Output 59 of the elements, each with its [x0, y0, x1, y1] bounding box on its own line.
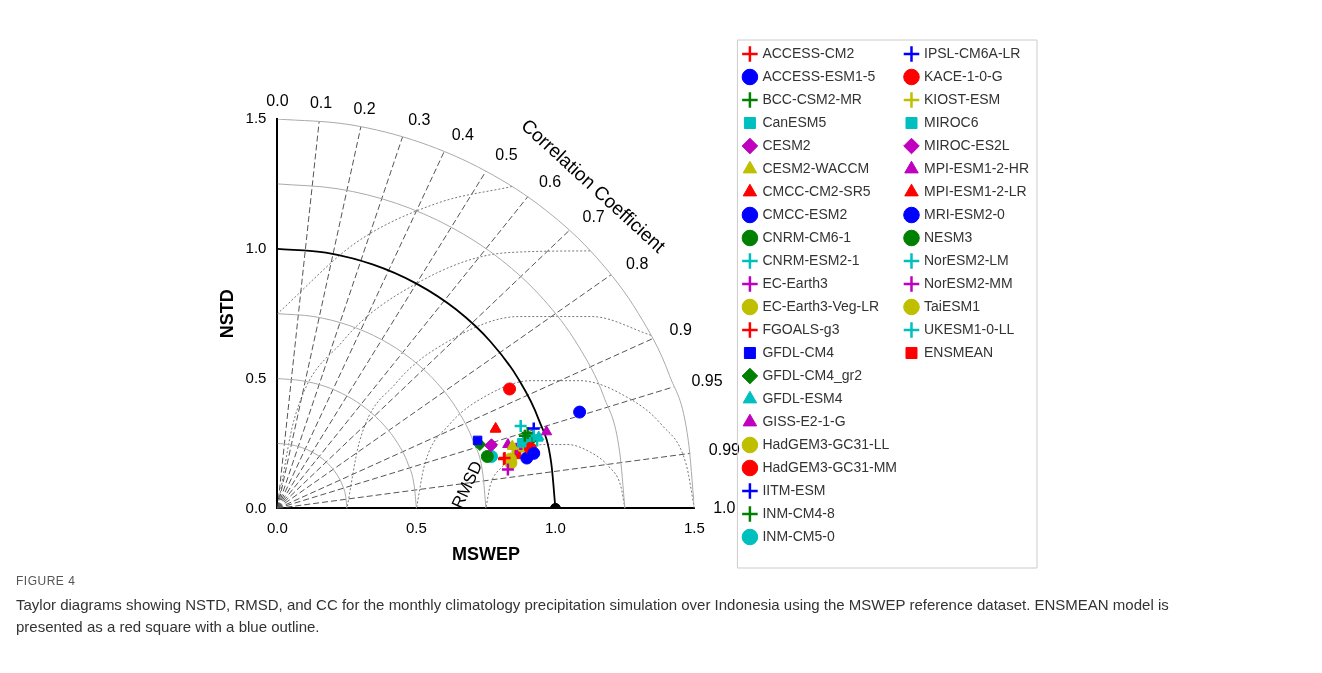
legend-label: EC-Earth3: [762, 274, 828, 291]
legend-label: ACCESS-CM2: [762, 44, 855, 61]
legend-label: MIROC-ES2L: [923, 136, 1010, 153]
annotation: 0.9: [669, 321, 692, 339]
legend-label: NESM3: [923, 228, 973, 245]
legend-label: CMCC-CM2-SR5: [762, 182, 871, 199]
legend-label: ENSMEAN: [923, 343, 994, 360]
x-axis-title: MSWEP: [451, 544, 520, 565]
legend-label: IPSL-CM6A-LR: [923, 44, 1021, 61]
legend-label: NorESM2-LM: [923, 251, 1009, 268]
text: 1.0: [713, 498, 736, 516]
legend-label: ACCESS-ESM1-5: [762, 67, 876, 84]
y-tick-label: 1.5: [245, 109, 267, 127]
legend-label: CESM2: [762, 136, 811, 153]
legend-label: GISS-E2-1-G: [762, 412, 846, 429]
legend-label: CESM2-WACCM: [762, 159, 870, 176]
legend-label: CNRM-ESM2-1: [762, 251, 860, 268]
legend-label: MPI-ESM1-2-LR: [923, 182, 1027, 199]
legend-label: MRI-ESM2-0: [923, 205, 1006, 222]
text: 0.0: [266, 91, 289, 109]
legend-label: IITM-ESM: [762, 481, 826, 498]
legend-label: CNRM-CM6-1: [762, 228, 852, 245]
legend-label: GFDL-ESM4: [762, 389, 843, 406]
legend-label: CanESM5: [762, 113, 827, 130]
annotation: 0.5: [495, 146, 518, 164]
legend-label: INM-CM5-0: [762, 527, 835, 544]
text: Taylor diagrams showing NSTD, RMSD, and CC for the monthly climatology precipitation simulation over Indonesia using the MSWEP reference dataset. ENSMEAN model is presented as a red square with a blue outline.: [16, 595, 1170, 637]
legend-label: GFDL-CM4_gr2: [762, 366, 863, 383]
legend-label: INM-CM4-8: [762, 504, 835, 521]
x-tick-label: 0.0: [267, 518, 288, 536]
y-tick-label: 0.0: [245, 498, 267, 516]
legend-label: FGOALS-g3: [762, 320, 840, 337]
legend-label: KIOST-ESM: [923, 90, 1001, 107]
text: 0.1: [309, 93, 333, 111]
legend-label: HadGEM3-GC31-MM: [762, 458, 898, 475]
annotation: 0.8: [626, 254, 649, 272]
y-tick-label: 1.0: [245, 238, 267, 256]
legend-label: NorESM2-MM: [923, 274, 1013, 291]
legend-label: KACE-1-0-G: [923, 67, 1003, 84]
y-tick-label: 0.5: [245, 368, 267, 386]
annotation: 0.4: [451, 125, 475, 143]
y-axis-title: NSTD: [216, 289, 237, 339]
legend-label: CMCC-ESM2: [762, 205, 848, 222]
x-tick-label: 1.5: [683, 518, 705, 536]
legend-label: HadGEM3-GC31-LL: [762, 435, 890, 452]
legend-label: UKESM1-0-LL: [923, 320, 1015, 337]
x-tick-label: 1.0: [545, 518, 566, 536]
text: 0.99: [708, 441, 741, 459]
caption: FIGURE 4: [16, 574, 77, 588]
legend-label: BCC-CSM2-MR: [762, 90, 862, 107]
legend-label: GFDL-CM4: [762, 343, 835, 360]
legend-label: TaiESM1: [923, 297, 981, 314]
legend-label: EC-Earth3-Veg-LR: [762, 297, 880, 314]
legend-label: MPI-ESM1-2-HR: [923, 159, 1030, 176]
annotation: 0.95: [691, 371, 723, 389]
x-tick-label: 0.5: [406, 518, 427, 536]
legend-label: MIROC6: [923, 113, 979, 130]
annotation: 0.3: [408, 110, 431, 128]
text: 0.2: [353, 100, 376, 118]
